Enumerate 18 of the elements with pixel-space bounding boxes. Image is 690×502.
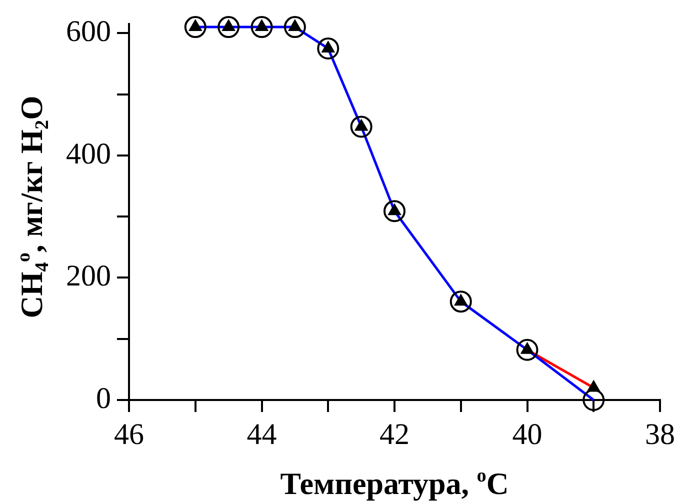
point xyxy=(218,16,240,38)
point xyxy=(450,290,472,313)
x-tick-label: 40 xyxy=(512,418,542,451)
point xyxy=(184,16,206,38)
point xyxy=(284,16,306,38)
x-tick-label: 42 xyxy=(380,418,410,451)
y-axis-title: CH4o, мг/кг H2O xyxy=(14,96,54,318)
x-tick-label: 38 xyxy=(645,418,675,451)
point xyxy=(582,389,605,411)
y-tick-label: 400 xyxy=(66,137,111,170)
point xyxy=(350,116,372,138)
point xyxy=(317,37,340,60)
y-tick-label: 200 xyxy=(66,260,111,293)
x-tick-label: 44 xyxy=(246,418,277,451)
x-tick-label: 46 xyxy=(114,418,144,451)
y-tick-label: 0 xyxy=(96,382,111,415)
point xyxy=(384,200,406,222)
y-tick-label: 600 xyxy=(66,15,111,48)
